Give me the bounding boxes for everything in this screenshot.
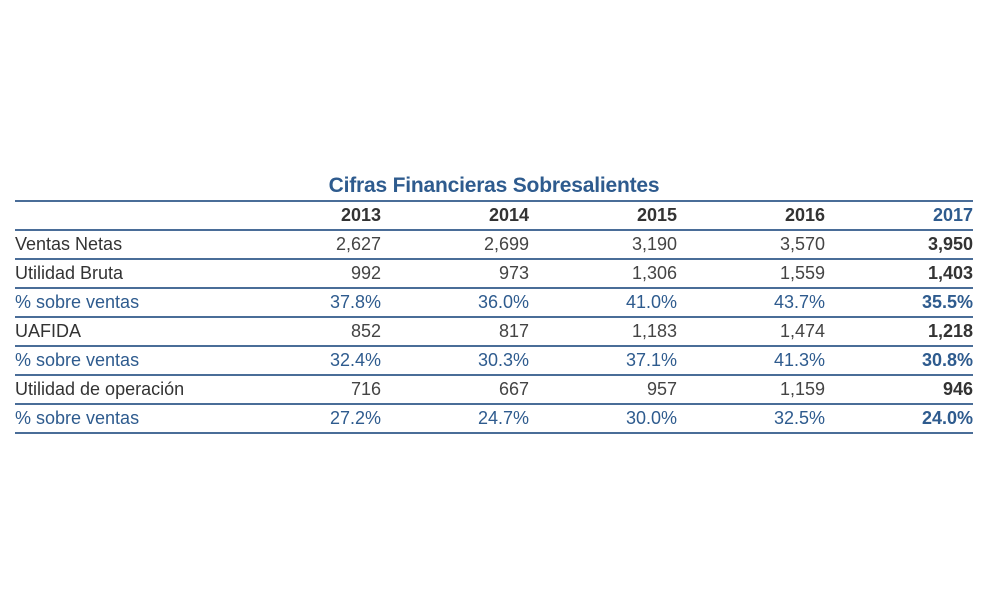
cell-value: 973 bbox=[381, 259, 529, 289]
cell-value-highlight: 30.8% bbox=[825, 346, 973, 376]
cell-value: 24.7% bbox=[381, 404, 529, 434]
cell-value: 37.1% bbox=[529, 346, 677, 376]
cell-value-highlight: 946 bbox=[825, 375, 973, 405]
row-label: Ventas Netas bbox=[15, 230, 233, 260]
cell-value-highlight: 24.0% bbox=[825, 404, 973, 434]
year-header: 2013 bbox=[233, 200, 381, 231]
cell-value: 852 bbox=[233, 317, 381, 347]
row-label: % sobre ventas bbox=[15, 346, 233, 376]
row-label: UAFIDA bbox=[15, 317, 233, 347]
cell-value: 32.5% bbox=[677, 404, 825, 434]
cell-value: 667 bbox=[381, 375, 529, 405]
cell-value: 3,190 bbox=[529, 230, 677, 260]
cell-value: 957 bbox=[529, 375, 677, 405]
table-row-utilidad-operacion: Utilidad de operación 716 667 957 1,159 … bbox=[15, 375, 973, 405]
row-label: Utilidad de operación bbox=[15, 375, 233, 405]
cell-value-highlight: 3,950 bbox=[825, 230, 973, 260]
cell-value: 43.7% bbox=[677, 288, 825, 318]
year-header: 2016 bbox=[677, 200, 825, 231]
row-label: Utilidad Bruta bbox=[15, 259, 233, 289]
cell-value: 30.0% bbox=[529, 404, 677, 434]
table-row-uafida: UAFIDA 852 817 1,183 1,474 1,218 bbox=[15, 317, 973, 347]
cell-value: 817 bbox=[381, 317, 529, 347]
year-header-highlight: 2017 bbox=[825, 200, 973, 231]
cell-value: 1,183 bbox=[529, 317, 677, 347]
table-title: Cifras Financieras Sobresalientes bbox=[328, 174, 660, 197]
cell-value: 36.0% bbox=[381, 288, 529, 318]
cell-value-highlight: 35.5% bbox=[825, 288, 973, 318]
cell-value: 1,474 bbox=[677, 317, 825, 347]
cell-value: 2,627 bbox=[233, 230, 381, 260]
table-row-pct-uafida: % sobre ventas 32.4% 30.3% 37.1% 41.3% 3… bbox=[15, 346, 973, 376]
year-header: 2014 bbox=[381, 200, 529, 231]
row-label: % sobre ventas bbox=[15, 404, 233, 434]
financial-table: 2013 2014 2015 2016 2017 Ventas Netas 2,… bbox=[15, 200, 973, 434]
cell-value: 992 bbox=[233, 259, 381, 289]
cell-value: 1,559 bbox=[677, 259, 825, 289]
cell-value-highlight: 1,403 bbox=[825, 259, 973, 289]
table-row-pct-bruta: % sobre ventas 37.8% 36.0% 41.0% 43.7% 3… bbox=[15, 288, 973, 318]
cell-value: 41.3% bbox=[677, 346, 825, 376]
cell-value: 1,306 bbox=[529, 259, 677, 289]
financial-table-container: Cifras Financieras Sobresalientes 2013 2… bbox=[15, 172, 973, 434]
cell-value: 3,570 bbox=[677, 230, 825, 260]
cell-value: 41.0% bbox=[529, 288, 677, 318]
cell-value-highlight: 1,218 bbox=[825, 317, 973, 347]
cell-value: 37.8% bbox=[233, 288, 381, 318]
table-row-utilidad-bruta: Utilidad Bruta 992 973 1,306 1,559 1,403 bbox=[15, 259, 973, 289]
cell-value: 27.2% bbox=[233, 404, 381, 434]
cell-value: 30.3% bbox=[381, 346, 529, 376]
cell-value: 1,159 bbox=[677, 375, 825, 405]
cell-value: 32.4% bbox=[233, 346, 381, 376]
year-header: 2015 bbox=[529, 200, 677, 231]
header-row: 2013 2014 2015 2016 2017 bbox=[15, 200, 973, 231]
cell-value: 2,699 bbox=[381, 230, 529, 260]
table-row-pct-operacion: % sobre ventas 27.2% 24.7% 30.0% 32.5% 2… bbox=[15, 404, 973, 434]
row-label: % sobre ventas bbox=[15, 288, 233, 318]
cell-value: 716 bbox=[233, 375, 381, 405]
table-row-ventas-netas: Ventas Netas 2,627 2,699 3,190 3,570 3,9… bbox=[15, 230, 973, 260]
header-label-cell bbox=[15, 200, 233, 231]
